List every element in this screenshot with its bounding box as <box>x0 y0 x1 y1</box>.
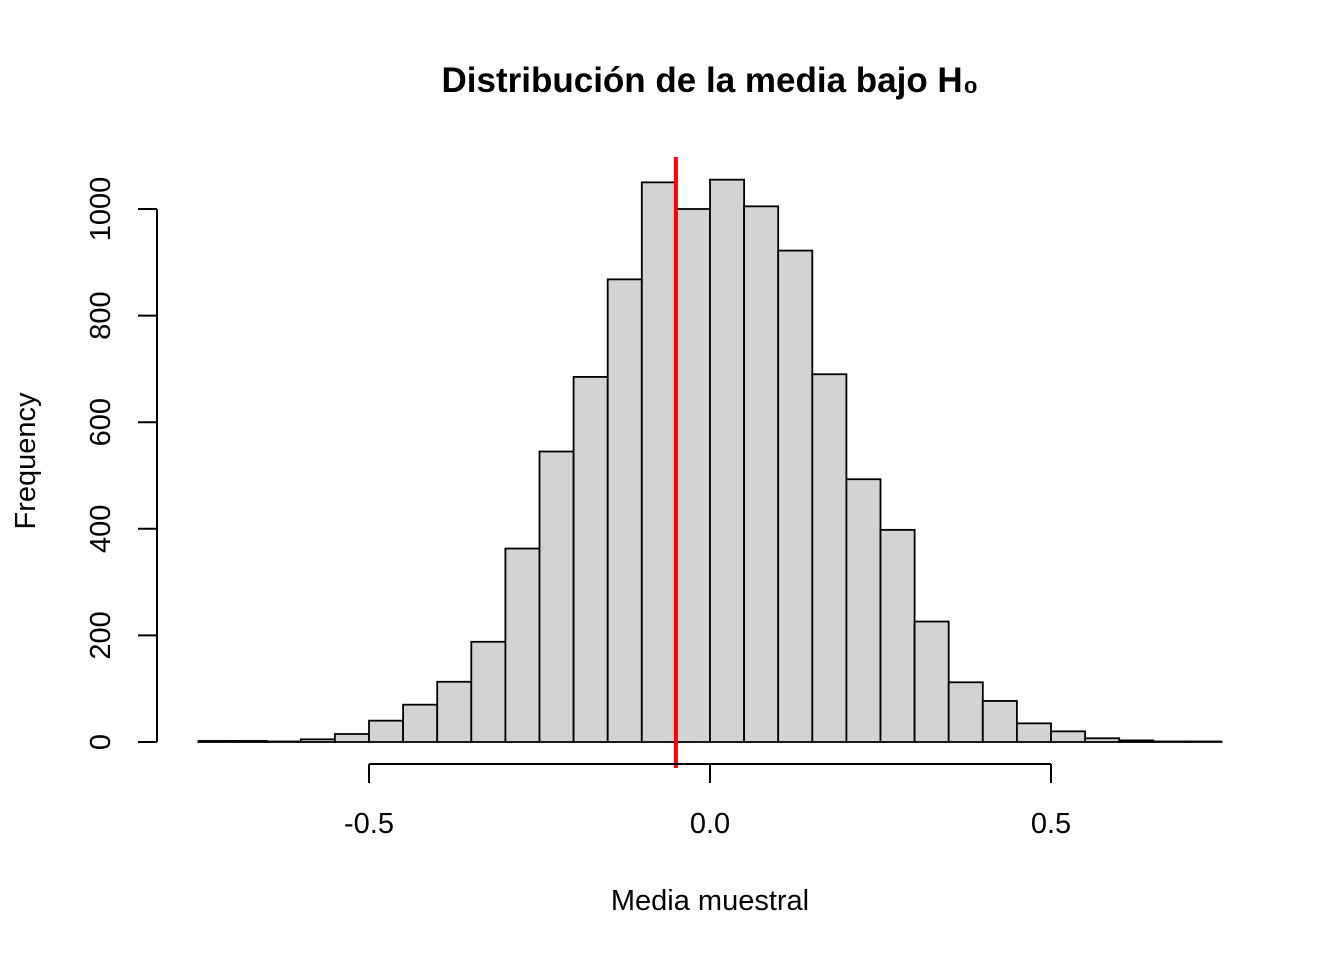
histogram-bar <box>504 547 541 743</box>
histogram-bar <box>640 181 677 743</box>
chart-title: Distribución de la media bajo H₀ <box>442 61 979 100</box>
y-tick-label: 400 <box>85 505 117 553</box>
y-tick-label: 800 <box>85 291 117 339</box>
y-tick-label: 1000 <box>85 177 117 242</box>
histogram-bar <box>1152 740 1189 743</box>
histogram-bar <box>1050 730 1086 743</box>
histogram-bar <box>231 740 268 743</box>
y-axis: 0 200 400 600 800 1000 <box>85 177 158 750</box>
bars <box>197 178 1223 743</box>
histogram-bar <box>197 740 234 743</box>
histogram-bar <box>913 620 950 743</box>
histogram-bar <box>265 740 302 743</box>
histogram-bar <box>606 278 643 743</box>
histogram-bar <box>1186 740 1223 743</box>
histogram-bar <box>436 680 473 743</box>
histogram-bar <box>981 700 1018 743</box>
histogram-bar <box>572 375 609 743</box>
histogram-bar <box>777 249 814 743</box>
histogram-bar <box>879 528 916 743</box>
histogram-bar <box>1084 737 1121 743</box>
x-tick-label: -0.5 <box>344 808 394 840</box>
x-tick-label: 0.0 <box>690 808 730 840</box>
histogram-bar <box>470 640 507 743</box>
histogram-bar <box>402 703 439 743</box>
histogram-bar <box>299 738 336 743</box>
y-axis-label: Frequency <box>10 392 42 530</box>
histogram-bar <box>1016 722 1052 743</box>
y-tick-label: 600 <box>85 398 117 446</box>
histogram-bar <box>333 733 370 743</box>
x-axis-label: Media muestral <box>611 885 809 917</box>
histogram-bar <box>675 208 711 743</box>
y-tick-label: 200 <box>85 611 117 659</box>
histogram-bar <box>368 719 404 743</box>
x-tick-label: 0.5 <box>1031 808 1071 840</box>
histogram-bar <box>811 373 848 743</box>
histogram-bar <box>1118 739 1155 743</box>
histogram-bar <box>947 681 984 743</box>
x-axis: -0.5 0.0 0.5 <box>344 763 1071 840</box>
y-tick-label: 0 <box>85 734 117 750</box>
histogram-bar <box>845 478 882 743</box>
histogram-bar <box>538 450 575 743</box>
histogram-bar <box>743 205 780 743</box>
histogram-bar <box>709 178 745 743</box>
